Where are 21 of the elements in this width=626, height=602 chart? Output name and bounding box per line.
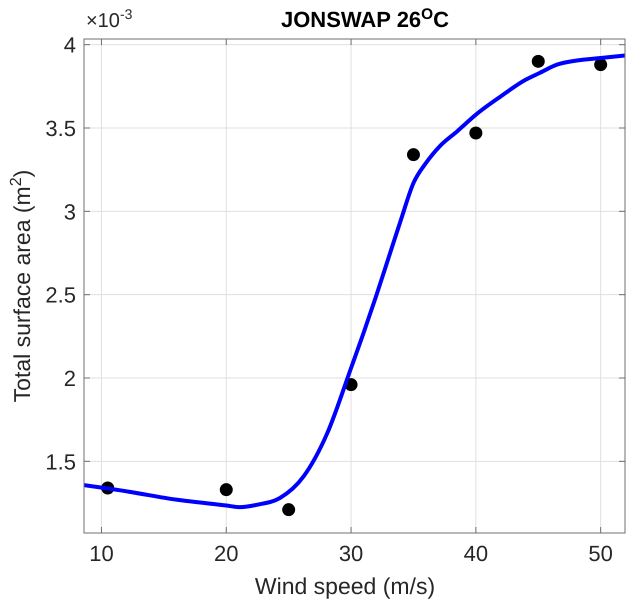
y-tick-label: 2 — [64, 366, 76, 391]
point — [594, 58, 608, 72]
point — [406, 148, 420, 162]
x-tick-label: 20 — [214, 541, 239, 566]
chart-title: JONSWAP 26$^{O}$C — [280, 6, 450, 32]
x-tick-label: 40 — [464, 541, 488, 566]
text: ×10$^{-3}$ — [86, 6, 133, 32]
y-tick-label: 3 — [64, 199, 76, 224]
point — [532, 54, 545, 68]
x-tick-label: 30 — [338, 541, 364, 566]
y-tick-label: 2.5 — [45, 282, 76, 308]
x-axis-title: Wind speed (m/s) — [254, 573, 436, 599]
point — [282, 503, 296, 516]
x-tick-label: 50 — [588, 541, 613, 566]
point — [469, 126, 482, 140]
line-series — [84, 54, 626, 510]
point — [220, 483, 233, 496]
x-tick-label: 10 — [89, 541, 114, 566]
y-tick-label: 4 — [64, 32, 76, 58]
y-tick-label: 1.5 — [45, 449, 76, 474]
y-tick-label: 3.5 — [45, 116, 76, 141]
